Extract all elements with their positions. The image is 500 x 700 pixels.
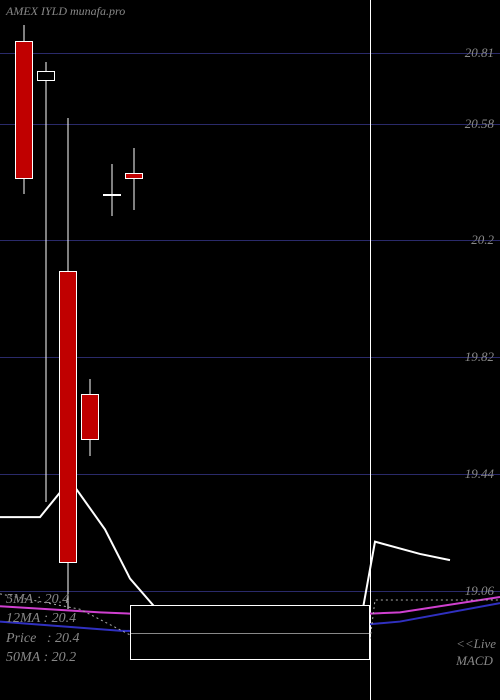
price-tick-label: 20.81 — [465, 45, 494, 61]
candle-body — [103, 194, 121, 196]
price-tick-label: 20.58 — [465, 116, 494, 132]
price-tick-label: 20.2 — [471, 232, 494, 248]
candle — [103, 0, 121, 700]
live-label: <<Live — [456, 636, 496, 653]
info-12ma: 12MA : 20.4 — [6, 609, 80, 629]
stock-chart: AMEX IYLD munafa.pro 20.81 20.58 20.2 19.82… — [0, 0, 500, 700]
candle-wick — [112, 164, 113, 216]
price-tick-label: 19.06 — [465, 583, 494, 599]
ma-info-box: 5MA : 20.4 12MA : 20.4 Price : 20.4 50MA… — [0, 588, 86, 670]
info-5ma: 5MA : 20.4 — [6, 590, 80, 610]
candle-body — [15, 41, 33, 179]
info-price: Price : 20.4 — [6, 629, 80, 649]
candle — [125, 0, 143, 700]
candle-body — [37, 71, 55, 80]
macd-zero-line — [131, 633, 369, 634]
candle-body — [59, 271, 77, 563]
price-tick-label: 19.82 — [465, 349, 494, 365]
macd-label: MACD — [456, 653, 496, 670]
macd-sub-panel — [130, 605, 370, 660]
info-50ma: 50MA : 20.2 — [6, 648, 80, 668]
price-tick-label: 19.44 — [465, 466, 494, 482]
chart-title: AMEX IYLD munafa.pro — [6, 4, 125, 19]
macd-label-box: <<Live MACD — [456, 636, 496, 670]
candle-wick — [46, 62, 47, 501]
candle-body — [81, 394, 99, 440]
candle-body — [125, 173, 143, 179]
crosshair-vertical — [370, 0, 371, 700]
